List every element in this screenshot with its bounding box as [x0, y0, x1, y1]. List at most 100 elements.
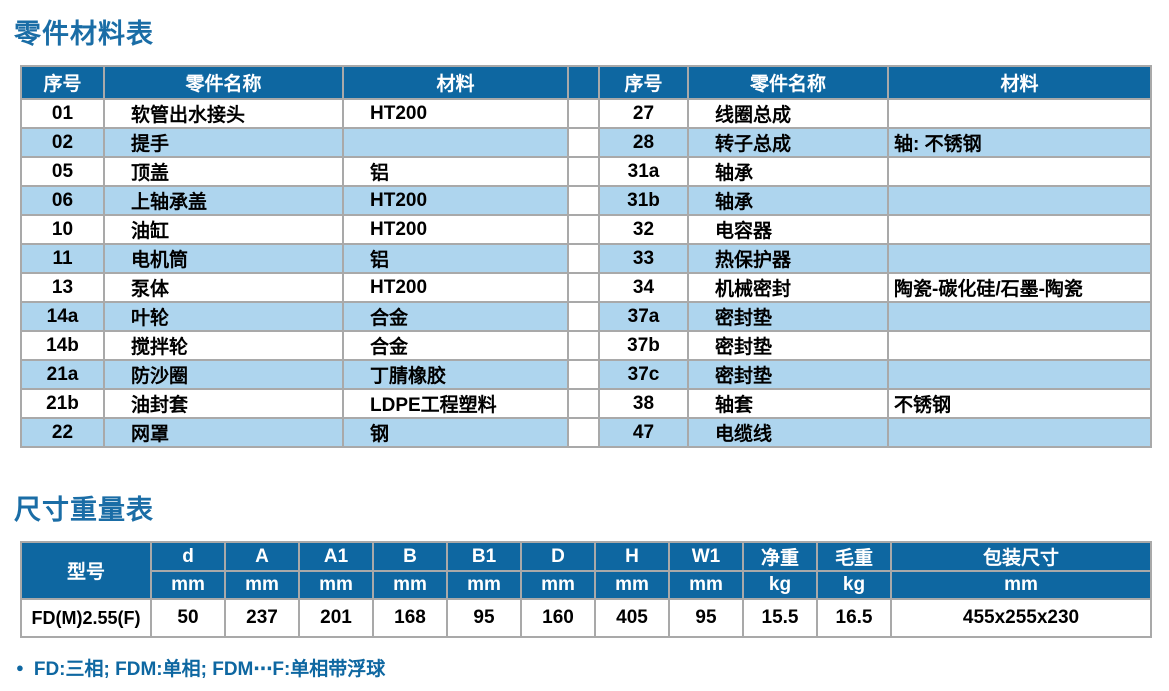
spacer-cell	[567, 359, 600, 390]
dims-table-body: FD(M)2.55(F) 50 237 201 168 95 160 405 95 15.5 16.…	[20, 598, 1152, 638]
col-header-name-left: 零件名称	[103, 65, 344, 100]
dims-value-cell: 168	[372, 598, 448, 638]
dims-col-unit: mm	[890, 570, 1152, 600]
parts-no-cell: 31a	[598, 156, 689, 187]
dims-col-unit: mm	[668, 570, 744, 600]
parts-no-cell: 10	[20, 214, 105, 245]
parts-no-cell: 31b	[598, 185, 689, 216]
parts-material-table: 序号 零件名称 材料 序号 零件名称 材料 01 软管出水接头 HT200 27 线圈总…	[20, 65, 1152, 448]
dims-header-row-labels: 型号 d A A1 B B1 D H W1 净重 毛重 包装尺寸	[20, 541, 1152, 600]
parts-material-cell: 铝	[342, 243, 569, 274]
parts-name-cell: 油缸	[103, 214, 344, 245]
parts-material-cell	[342, 127, 569, 158]
parts-table-row: 14a 叶轮 合金 37a 密封垫	[20, 301, 1152, 332]
parts-no-cell: 05	[20, 156, 105, 187]
dims-col-label: W1	[668, 541, 744, 572]
parts-no-cell: 37b	[598, 330, 689, 361]
parts-table-row: 02 提手 28 转子总成 轴: 不锈钢	[20, 127, 1152, 158]
dims-col-label: D	[520, 541, 596, 572]
parts-name-cell: 油封套	[103, 388, 344, 419]
dims-value-cell: 95	[446, 598, 522, 638]
dims-model-cell: FD(M)2.55(F)	[20, 598, 152, 638]
dims-col-unit: kg	[816, 570, 892, 600]
dims-col-label: d	[150, 541, 226, 572]
spacer-cell	[567, 214, 600, 245]
parts-material-cell: HT200	[342, 272, 569, 303]
model-legend-text: FD:三相; FDM:单相; FDM⋯F:单相带浮球	[33, 659, 386, 680]
parts-no-cell: 13	[20, 272, 105, 303]
spacer-header-cell	[567, 65, 600, 100]
parts-material-cell	[887, 214, 1152, 245]
col-header-name-right: 零件名称	[687, 65, 889, 100]
dims-data-row: FD(M)2.55(F) 50 237 201 168 95 160 405 95 15.5 16.…	[20, 598, 1152, 638]
parts-name-cell: 电机筒	[103, 243, 344, 274]
parts-table-row: 14b 搅拌轮 合金 37b 密封垫	[20, 330, 1152, 361]
parts-no-cell: 02	[20, 127, 105, 158]
parts-no-cell: 28	[598, 127, 689, 158]
parts-no-cell: 14b	[20, 330, 105, 361]
parts-no-cell: 34	[598, 272, 689, 303]
col-header-material-right: 材料	[887, 65, 1152, 100]
parts-material-cell	[887, 243, 1152, 274]
spacer-cell	[567, 272, 600, 303]
dims-model-header: 型号	[20, 541, 152, 600]
dims-col-label: A	[224, 541, 300, 572]
parts-material-cell: 铝	[342, 156, 569, 187]
dims-col-label: 毛重	[816, 541, 892, 572]
spacer-cell	[567, 301, 600, 332]
parts-table-row: 05 顶盖铝 31a 轴承	[20, 156, 1152, 187]
dims-col-unit: mm	[372, 570, 448, 600]
parts-table-title: 零件材料表	[14, 19, 154, 49]
parts-name-cell: 电容器	[687, 214, 889, 245]
dims-col-unit: mm	[150, 570, 226, 600]
dims-col-unit: mm	[446, 570, 522, 600]
col-header-no-right: 序号	[598, 65, 689, 100]
parts-no-cell: 47	[598, 417, 689, 448]
parts-material-cell: LDPE工程塑料	[342, 388, 569, 419]
parts-no-cell: 32	[598, 214, 689, 245]
parts-material-cell	[887, 417, 1152, 448]
dims-col-unit: mm	[520, 570, 596, 600]
parts-material-cell: 合金	[342, 330, 569, 361]
parts-table-row: 06 上轴承盖 HT200 31b 轴承	[20, 185, 1152, 216]
spacer-cell	[567, 417, 600, 448]
parts-no-cell: 21a	[20, 359, 105, 390]
dims-value-cell: 160	[520, 598, 596, 638]
spacer-cell	[567, 330, 600, 361]
dims-table-head: 型号 d A A1 B B1 D H W1 净重 毛重 包装尺寸 mm mm mm mm mm mm mm mm kg k…	[20, 541, 1152, 600]
dims-col-label: 包装尺寸	[890, 541, 1152, 572]
dims-col-label: B	[372, 541, 448, 572]
col-header-material-left: 材料	[342, 65, 569, 100]
parts-table-row: 01 软管出水接头 HT200 27 线圈总成	[20, 98, 1152, 129]
dims-col-unit: kg	[742, 570, 818, 600]
parts-no-cell: 11	[20, 243, 105, 274]
spacer-cell	[567, 185, 600, 216]
parts-name-cell: 顶盖	[103, 156, 344, 187]
dims-value-cell: 405	[594, 598, 670, 638]
parts-material-cell: HT200	[342, 98, 569, 129]
spacer-cell	[567, 98, 600, 129]
parts-name-cell: 密封垫	[687, 359, 889, 390]
parts-material-cell: 轴: 不锈钢	[887, 127, 1152, 158]
parts-no-cell: 21b	[20, 388, 105, 419]
parts-name-cell: 线圈总成	[687, 98, 889, 129]
parts-no-cell: 01	[20, 98, 105, 129]
parts-no-cell: 06	[20, 185, 105, 216]
model-legend-note: ● FD:三相; FDM:单相; FDM⋯F:单相带浮球	[16, 654, 1169, 681]
dims-value-cell: 15.5	[742, 598, 818, 638]
parts-name-cell: 密封垫	[687, 330, 889, 361]
parts-material-cell: 合金	[342, 301, 569, 332]
parts-material-cell	[887, 156, 1152, 187]
dims-col-label: A1	[298, 541, 374, 572]
parts-material-cell: 不锈钢	[887, 388, 1152, 419]
parts-table-row: 10 油缸 HT200 32 电容器	[20, 214, 1152, 245]
dims-value-cell: 237	[224, 598, 300, 638]
dims-col-label: B1	[446, 541, 522, 572]
dims-col-unit: mm	[224, 570, 300, 600]
spacer-cell	[567, 156, 600, 187]
parts-material-cell	[887, 301, 1152, 332]
parts-table-row: 21b 油封套 LDPE工程塑料 38 轴套 不锈钢	[20, 388, 1152, 419]
parts-name-cell: 轴承	[687, 185, 889, 216]
parts-table-row: 13 泵体 HT200 34 机械密封 陶瓷-碳化硅/石墨-陶瓷	[20, 272, 1152, 303]
